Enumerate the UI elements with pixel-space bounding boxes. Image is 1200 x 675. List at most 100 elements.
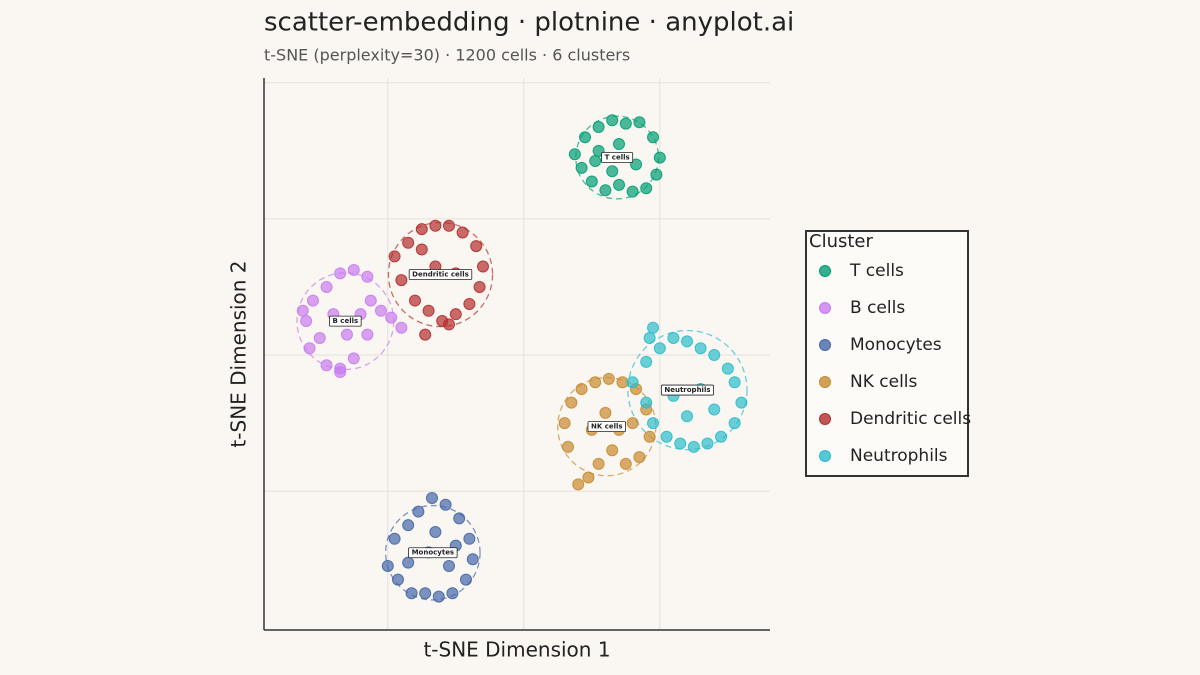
cluster-label: Dendritic cells [412, 271, 469, 279]
cluster-label: B cells [333, 317, 359, 325]
cluster-label: Monocytes [412, 549, 455, 557]
point [459, 573, 472, 586]
point [602, 372, 615, 385]
point [442, 219, 455, 232]
cluster-label-box [660, 384, 714, 396]
legend-label: T cells [849, 261, 904, 281]
point [449, 308, 462, 321]
point [575, 383, 588, 396]
legend-label: B cells [850, 298, 905, 318]
cluster-label-box [601, 152, 634, 163]
point [640, 396, 653, 409]
point [453, 512, 466, 525]
point [633, 116, 646, 129]
point [419, 328, 432, 341]
point [694, 342, 707, 355]
point [388, 250, 401, 263]
legend-label: Monocytes [850, 335, 942, 355]
point [616, 376, 629, 389]
point [425, 491, 438, 504]
point [582, 471, 595, 484]
cluster-label: T cells [605, 153, 630, 161]
point [721, 362, 734, 375]
point [626, 376, 639, 389]
point [429, 219, 442, 232]
point [613, 178, 626, 191]
point [606, 444, 619, 457]
point [446, 587, 459, 600]
point [463, 297, 476, 310]
legend-swatch [819, 265, 831, 277]
point [643, 332, 656, 345]
point [395, 321, 408, 334]
point [585, 175, 598, 188]
point [674, 437, 687, 450]
point [728, 417, 741, 430]
point [402, 236, 415, 249]
cluster-ellipse [384, 504, 481, 601]
point [647, 417, 660, 430]
point [429, 525, 442, 538]
point [415, 243, 428, 256]
legend: Cluster T cells B cells Monocytes NK cells D… [805, 230, 971, 477]
point [599, 184, 612, 197]
point [728, 376, 741, 389]
point [439, 498, 452, 511]
legend-swatch [819, 302, 831, 314]
legend-label: NK cells [850, 372, 918, 392]
point [640, 182, 653, 195]
point [388, 532, 401, 545]
point [606, 114, 619, 127]
point [633, 451, 646, 464]
point [381, 560, 394, 573]
point [334, 366, 347, 379]
point [589, 155, 602, 168]
point [667, 332, 680, 345]
point [687, 440, 700, 453]
point [565, 396, 578, 409]
point [575, 161, 588, 174]
legend-swatch [819, 450, 831, 462]
point [476, 260, 489, 273]
point [647, 131, 660, 144]
chart-subtitle: t-SNE (perplexity=30) · 1200 cells · 6 c… [264, 46, 630, 65]
legend-label: Neutrophils [850, 446, 948, 466]
x-axis-label: t-SNE Dimension 1 [423, 638, 610, 662]
point [442, 560, 455, 573]
point [643, 430, 656, 443]
point [361, 328, 374, 341]
point [572, 478, 585, 491]
point [701, 437, 714, 450]
cluster-label: NK cells [591, 423, 623, 431]
legend-swatch [819, 339, 831, 351]
point [681, 335, 694, 348]
point [296, 304, 309, 317]
point [579, 131, 592, 144]
point [626, 417, 639, 430]
point [334, 267, 347, 280]
point [419, 587, 432, 600]
point [466, 553, 479, 566]
point [442, 318, 455, 331]
legend-label: Dendritic cells [850, 409, 971, 429]
point [412, 505, 425, 518]
cluster-label-box [587, 421, 626, 433]
cluster-labels: T cells B cells Monocytes NK cells Dendritic… [329, 152, 714, 559]
point [647, 321, 660, 334]
point [619, 457, 632, 470]
point [361, 270, 374, 283]
point [347, 263, 360, 276]
point [456, 226, 469, 239]
point [303, 342, 316, 355]
legend-title: Cluster [809, 231, 873, 252]
point [300, 314, 313, 327]
point [415, 223, 428, 236]
point [320, 280, 333, 293]
point [395, 274, 408, 287]
point [599, 406, 612, 419]
point [473, 280, 486, 293]
point [681, 410, 694, 423]
point [320, 359, 333, 372]
point [568, 148, 581, 161]
